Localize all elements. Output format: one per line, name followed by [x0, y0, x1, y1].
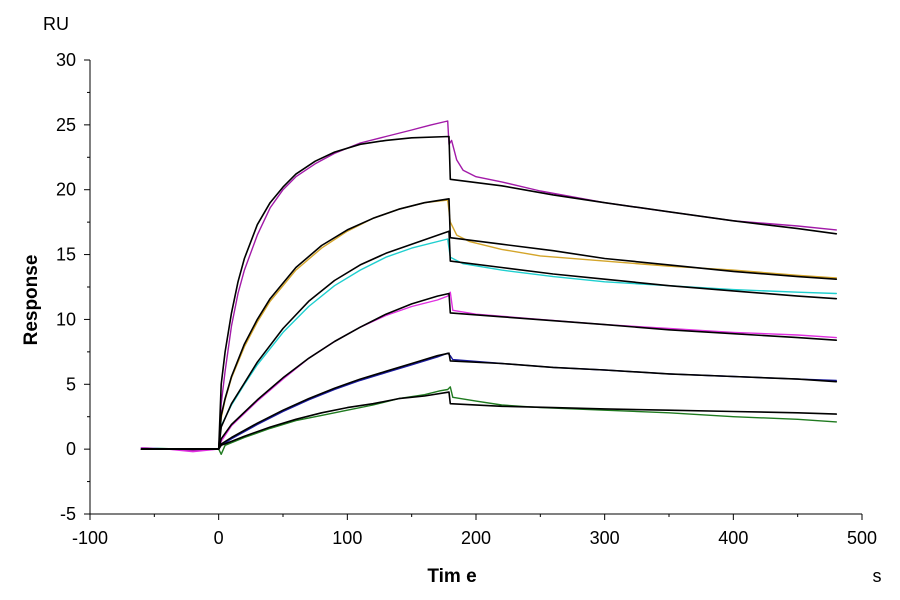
y-tick-label: 10	[56, 309, 76, 329]
y-tick-label: 0	[66, 439, 76, 459]
x-tick-label: 400	[718, 528, 748, 548]
x-tick-label: 300	[590, 528, 620, 548]
x-axis-title: Tim e	[427, 566, 476, 587]
x-tick-label: 0	[214, 528, 224, 548]
y-tick-label: 5	[66, 374, 76, 394]
x-tick-label: 100	[332, 528, 362, 548]
y-tick-label: 20	[56, 180, 76, 200]
axes-layer	[89, 60, 862, 515]
ticks-layer: -5 0 5 10 15 20 25 30 -100 0 100 200 300 400 500	[56, 50, 877, 548]
response-curve-series	[140, 352, 837, 450]
fit-curve-series	[140, 198, 838, 450]
y-axis-title: Response	[21, 255, 42, 346]
fit-curve-series	[140, 292, 838, 450]
x-tick-label: -100	[72, 528, 108, 548]
series-layer	[140, 120, 838, 455]
x-tick-label: 500	[847, 528, 877, 548]
x-unit-label: s	[873, 566, 882, 586]
y-tick-label: 25	[56, 115, 76, 135]
response-curve-series	[140, 120, 837, 452]
y-tick-label: 15	[56, 245, 76, 265]
fit-curve-series	[140, 230, 838, 450]
fit-curve-series	[140, 391, 838, 450]
response-curve-series	[140, 386, 837, 455]
y-unit-label: RU	[43, 14, 69, 34]
y-tick-label: 30	[56, 50, 76, 70]
fit-curve-series	[140, 352, 838, 450]
fit-curve-series	[140, 135, 838, 450]
x-tick-label: 200	[461, 528, 491, 548]
y-tick-label: -5	[60, 504, 76, 524]
